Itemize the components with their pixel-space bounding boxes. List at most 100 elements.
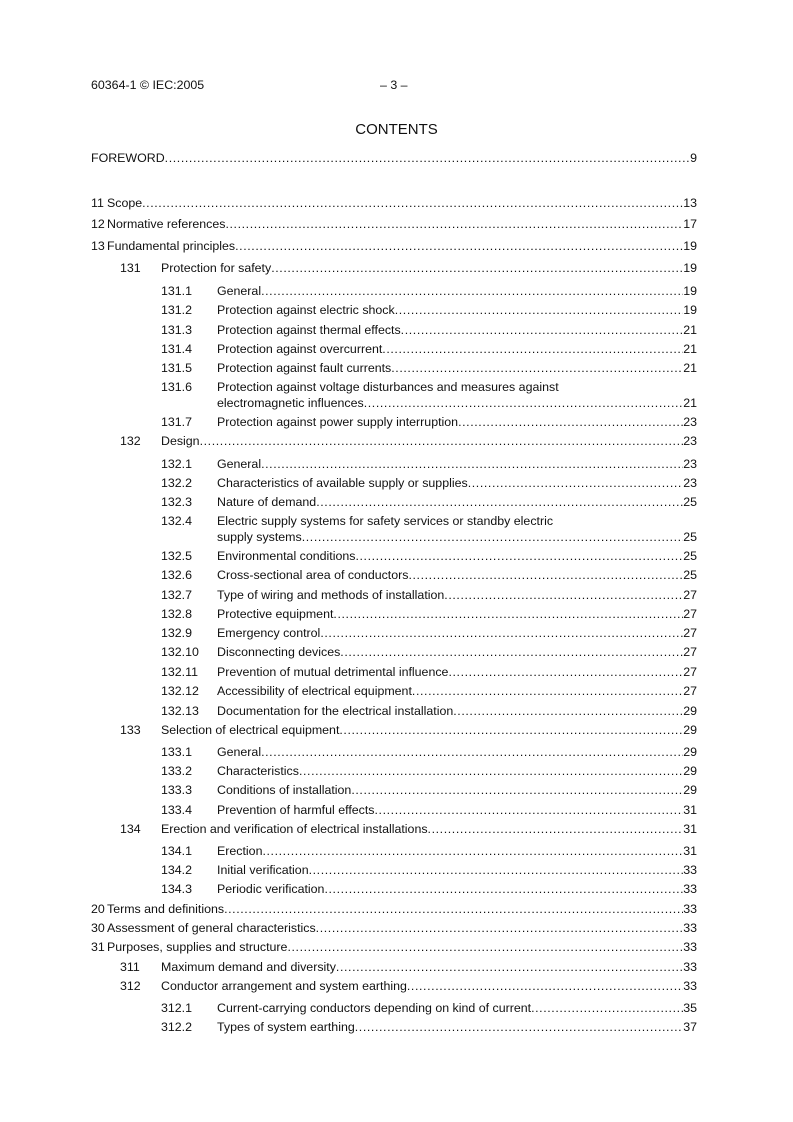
toc-entry-title: Characteristics [217, 764, 299, 778]
toc-entry-title: General [217, 745, 262, 759]
toc-entry-page: 23 [683, 434, 697, 448]
toc-entry[interactable]: 133.3 Conditions of installation.........… [0, 782, 793, 798]
toc-entry[interactable]: 134 Erection and verification of electric… [0, 821, 793, 837]
toc-entry[interactable]: 312.1 Current-carrying conductors dependi… [0, 1000, 793, 1016]
toc-entry-leader-line: Design..................................… [161, 433, 697, 449]
toc-entry[interactable]: 134.1 Erection...........................… [0, 843, 793, 859]
toc-entry[interactable]: 132.1 General............................… [0, 456, 793, 472]
toc-entry-number: 133 [120, 723, 141, 737]
toc-entry-title: Prevention of mutual detrimental influen… [217, 665, 449, 679]
toc-entry[interactable]: 132.4 Electric supply systems for safety … [0, 513, 793, 544]
toc-entry[interactable]: 31 Purposes, supplies and structure......… [0, 939, 793, 955]
dot-leader: ........................................… [262, 844, 683, 858]
toc-entry[interactable]: 131.1 General............................… [0, 283, 793, 299]
toc-entry[interactable]: 311 Maximum demand and diversity.........… [0, 959, 793, 975]
toc-entry-leader-line: Cross-sectional area of conductors......… [217, 567, 697, 583]
toc-entry-title: Scope [107, 196, 143, 210]
toc-entry[interactable]: 133.2 Characteristics....................… [0, 763, 793, 779]
toc-entry-page: 13 [683, 196, 697, 210]
toc-entry-number: 12 [91, 217, 105, 231]
dot-leader: ........................................… [406, 979, 683, 993]
toc-entry-page: 27 [683, 665, 697, 679]
toc-entry[interactable]: 20 Terms and definitions.................… [0, 901, 793, 917]
toc-entry-number: 132.1 [161, 457, 193, 471]
toc-entry-title: Protection against voltage disturbances … [217, 380, 559, 394]
toc-entry-number: 134 [120, 822, 141, 836]
toc-entry-number: 132.3 [161, 495, 193, 509]
toc-entry-leader-line: Normative references....................… [107, 216, 697, 232]
toc-entry[interactable]: 131.2 Protection against electric shock..… [0, 302, 793, 318]
toc-entry[interactable]: 132.9 Emergency control..................… [0, 625, 793, 641]
toc-entry[interactable]: 30 Assessment of general characteristics.… [0, 920, 793, 936]
toc-entry-title: Assessment of general characteristics [107, 921, 316, 935]
toc-entry-title: Protection against overcurrent [217, 342, 383, 356]
toc-entry-number: 20 [91, 902, 105, 916]
toc-entry-number: 11 [91, 196, 104, 210]
toc-entry-number: 132.11 [161, 665, 198, 679]
toc-entry[interactable]: 131.5 Protection against fault currents..… [0, 360, 793, 376]
toc-entry[interactable]: 133 Selection of electrical equipment....… [0, 722, 793, 738]
toc-entry-title: Types of system earthing [217, 1020, 355, 1034]
toc-entry-page: 33 [683, 882, 697, 896]
toc-entry-leader-line: Erection and verification of electrical … [161, 821, 697, 837]
dot-leader: ........................................… [354, 1020, 683, 1034]
dot-leader: ........................................… [394, 303, 684, 317]
dot-leader: ........................................… [333, 607, 684, 621]
toc-entry[interactable]: 133.1 General............................… [0, 744, 793, 760]
toc-entry[interactable]: 312.2 Types of system earthing...........… [0, 1019, 793, 1035]
toc-entry[interactable]: 132.5 Environmental conditions...........… [0, 548, 793, 564]
toc-entry-page: 19 [683, 261, 697, 275]
toc-entry[interactable]: 131.6 Protection against voltage disturba… [0, 379, 793, 410]
toc-entry-page: 27 [683, 684, 697, 698]
toc-entry[interactable]: 132.8 Protective equipment...............… [0, 606, 793, 622]
toc-entry-leader-line: Protection against thermal effects......… [217, 322, 697, 338]
toc-entry[interactable]: 132 Design...............................… [0, 433, 793, 449]
toc-entry-leader-line: Protection for safety...................… [161, 260, 697, 276]
toc-entry[interactable]: 132.3 Nature of demand...................… [0, 494, 793, 510]
toc-entry[interactable]: 11 Scope.................................… [0, 195, 793, 211]
toc-entry[interactable]: 133.4 Prevention of harmful effects......… [0, 802, 793, 818]
toc-entry-title: Protection for safety [161, 261, 272, 275]
toc-entry-page: 33 [683, 979, 697, 993]
dot-leader: ........................................… [448, 665, 683, 679]
toc-entry[interactable]: 132.10 Disconnecting devices.............… [0, 644, 793, 660]
toc-entry-number: 131 [120, 261, 141, 275]
toc-entry[interactable]: 132.12 Accessibility of electrical equipm… [0, 683, 793, 699]
toc-entry-page: 25 [683, 530, 697, 544]
dot-leader: ........................................… [444, 588, 683, 602]
toc-entry[interactable]: 13 Fundamental principles................… [0, 238, 793, 254]
dot-leader: ........................................… [453, 704, 683, 718]
toc-entry[interactable]: FOREWORD................................… [0, 150, 793, 166]
toc-entry[interactable]: 131.3 Protection against thermal effects.… [0, 322, 793, 338]
toc-entry-leader-line: Characteristics.........................… [217, 763, 697, 779]
toc-entry[interactable]: 131.4 Protection against overcurrent.....… [0, 341, 793, 357]
toc-entry-page: 9 [690, 151, 697, 165]
toc-entry[interactable]: 312 Conductor arrangement and system eart… [0, 978, 793, 994]
toc-entry-number: 13 [91, 239, 105, 253]
toc-entry[interactable]: 12 Normative references..................… [0, 216, 793, 232]
toc-entry[interactable]: 132.2 Characteristics of available supply… [0, 475, 793, 491]
toc-entry[interactable]: 132.13 Documentation for the electrical i… [0, 703, 793, 719]
toc-entry-leader-line: Periodic verification...................… [217, 881, 697, 897]
toc-entry[interactable]: 132.11 Prevention of mutual detrimental i… [0, 664, 793, 680]
header-page-number: – 3 – [380, 78, 408, 92]
toc-entry-page: 27 [683, 588, 697, 602]
toc-entry-leader-line: Protective equipment....................… [217, 606, 697, 622]
toc-entry[interactable]: 134.2 Initial verification...............… [0, 862, 793, 878]
toc-entry-page: 25 [683, 549, 697, 563]
dot-leader: ........................................… [301, 530, 684, 544]
toc-entry[interactable]: 132.7 Type of wiring and methods of insta… [0, 587, 793, 603]
toc-entry-number: 312.2 [161, 1020, 193, 1034]
dot-leader: ........................................… [271, 261, 684, 275]
toc-entry-number: 132.7 [161, 588, 193, 602]
toc-entry-page: 27 [683, 607, 697, 621]
toc-entry-title: Erection and verification of electrical … [161, 822, 428, 836]
toc-entry[interactable]: 132.6 Cross-sectional area of conductors.… [0, 567, 793, 583]
toc-entry[interactable]: 134.3 Periodic verification..............… [0, 881, 793, 897]
toc-entry-number: 132.9 [161, 626, 193, 640]
toc-entry-page: 19 [683, 284, 697, 298]
toc-entry[interactable]: 131.7 Protection against power supply int… [0, 414, 793, 430]
dot-leader: ........................................… [363, 396, 684, 410]
toc-entry[interactable]: 131 Protection for safety................… [0, 260, 793, 276]
